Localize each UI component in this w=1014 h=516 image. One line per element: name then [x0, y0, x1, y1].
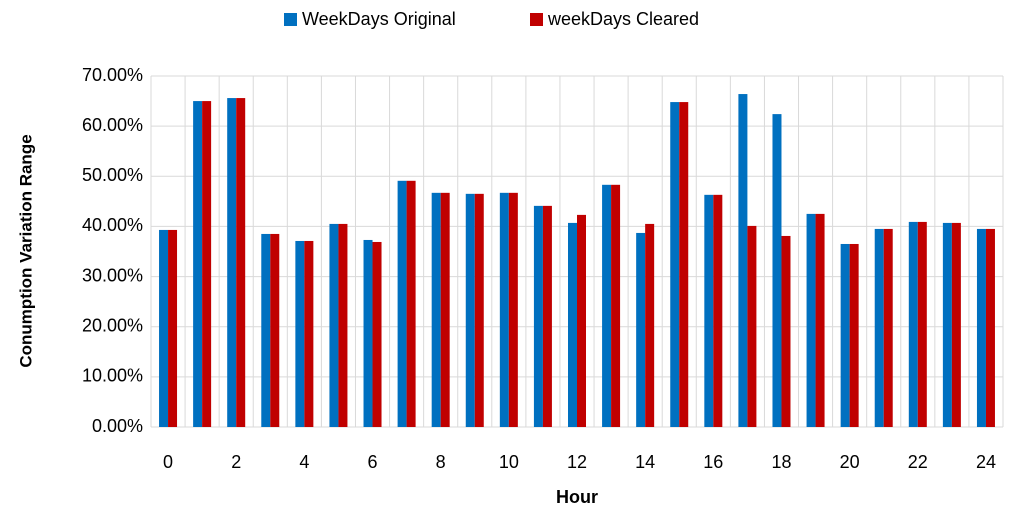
x-tick-label: 0: [163, 452, 173, 472]
bar: [363, 239, 373, 427]
y-tick-label: 70.00%: [82, 65, 143, 85]
bar: [704, 194, 714, 427]
bar: [406, 180, 416, 427]
bar: [840, 243, 850, 427]
x-tick-label: 22: [908, 452, 928, 472]
bar: [568, 222, 577, 427]
x-tick-label: 18: [771, 452, 791, 472]
x-tick-label: 16: [703, 452, 723, 472]
bar: [168, 229, 178, 427]
bar: [499, 192, 509, 427]
legend-label: WeekDays Original: [302, 9, 456, 29]
bar: [202, 101, 212, 428]
bar: [738, 94, 748, 428]
bar: [747, 225, 757, 427]
bar: [465, 193, 475, 427]
bar: [883, 228, 893, 427]
bar: [806, 213, 816, 427]
y-tick-label: 0.00%: [92, 416, 143, 436]
bar: [508, 192, 518, 427]
bar: [372, 241, 382, 427]
bar: [645, 223, 655, 427]
y-axis-title: Conumption Variation Range: [16, 134, 35, 367]
bar: [236, 98, 246, 427]
bar: [713, 194, 723, 427]
bar: [542, 205, 552, 427]
x-tick-label: 12: [567, 452, 587, 472]
bar: [815, 213, 825, 427]
x-tick-label: 10: [499, 452, 519, 472]
x-tick-label: 4: [299, 452, 309, 472]
y-tick-label: 50.00%: [82, 165, 143, 185]
bar: [917, 221, 927, 427]
x-tick-label: 24: [976, 452, 996, 472]
bar: [261, 233, 271, 427]
bar: [772, 114, 782, 427]
bar: [533, 205, 543, 427]
y-tick-label: 40.00%: [82, 215, 143, 235]
bar: [329, 223, 339, 427]
bar: [951, 222, 961, 427]
bar: [874, 228, 884, 427]
bar: [976, 228, 986, 427]
bar: [159, 229, 169, 427]
bar: [227, 98, 237, 427]
bar: [397, 180, 407, 427]
y-tick-label: 10.00%: [82, 366, 143, 386]
bar: [908, 221, 918, 427]
bar: [670, 102, 680, 428]
bar: [781, 235, 791, 427]
y-tick-label: 60.00%: [82, 115, 143, 135]
bar: [304, 240, 314, 427]
bar: [577, 214, 586, 427]
x-tick-label: 8: [436, 452, 446, 472]
legend-swatch: [284, 13, 297, 26]
x-tick-label: 6: [368, 452, 378, 472]
bar: [431, 192, 441, 427]
bar: [440, 192, 450, 427]
bar: [270, 233, 280, 427]
bar: [295, 240, 305, 427]
bar: [849, 243, 859, 427]
y-tick-label: 20.00%: [82, 315, 143, 335]
x-tick-label: 14: [635, 452, 655, 472]
bar: [611, 184, 621, 427]
bar: [474, 193, 484, 427]
bar: [338, 223, 348, 427]
bar: [193, 101, 203, 428]
bar: [942, 222, 952, 427]
x-axis-title: Hour: [556, 487, 598, 507]
bar: [602, 184, 612, 427]
x-tick-label: 2: [231, 452, 241, 472]
legend-label: weekDays Cleared: [547, 9, 699, 29]
bar: [636, 232, 646, 427]
y-tick-label: 30.00%: [82, 265, 143, 285]
bar: [985, 228, 995, 427]
bar: [679, 102, 689, 428]
x-tick-label: 20: [840, 452, 860, 472]
legend-swatch: [530, 13, 543, 26]
